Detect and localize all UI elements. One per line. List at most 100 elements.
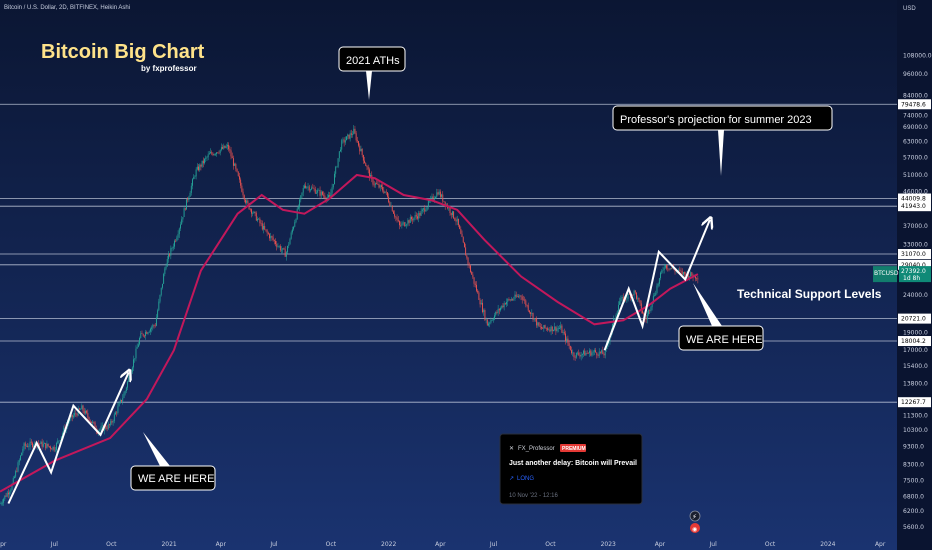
candle-body (516, 296, 518, 297)
candle-body (86, 410, 88, 413)
candle-body (476, 284, 477, 291)
candle-body (684, 272, 686, 274)
candle-body (597, 355, 599, 356)
candle-body (408, 220, 410, 223)
candle-body (512, 299, 514, 300)
candle-body (556, 328, 558, 332)
candle-body (662, 269, 664, 271)
candle-body (413, 217, 415, 221)
we-are-here-right-label: WE ARE HERE (686, 334, 762, 346)
candle-body (502, 305, 504, 308)
x-tick-label: 2023 (601, 541, 616, 548)
idea-post-card[interactable]: ✕ FX_Professor PREMIUM Just another dela… (499, 433, 643, 505)
candle-body (71, 414, 73, 418)
candle-body (472, 274, 474, 278)
post-author[interactable]: FX_Professor (518, 446, 555, 452)
candle-body (593, 350, 595, 352)
projection-arrows (7, 220, 710, 504)
we-are-here-left-callout: WE ARE HERE (130, 465, 216, 491)
candle-body (528, 310, 530, 313)
candle-body (578, 352, 580, 355)
candle-body (461, 233, 463, 238)
earnings-event-icon[interactable]: ◉ (690, 523, 700, 533)
candle-body (663, 267, 665, 270)
flash-event-icon[interactable]: ⚡ (689, 510, 701, 522)
candle-body (336, 166, 338, 168)
candle-body (222, 147, 224, 149)
candle-body (123, 393, 125, 398)
candle-body (441, 194, 443, 197)
level-tag-label: 31070.0 (901, 251, 926, 258)
candle-body (503, 303, 505, 308)
candle-body (264, 225, 266, 230)
candle-body (648, 310, 649, 315)
candle-body (261, 223, 263, 230)
y-tick-label: 13800.0 (903, 380, 928, 387)
candle-body (342, 139, 344, 141)
y-tick-label: 19000.0 (903, 329, 928, 336)
candle-body (74, 413, 76, 416)
candle-body (508, 299, 510, 300)
candle-body (485, 319, 487, 321)
premium-badge-text: PREMIUM (562, 446, 586, 452)
post-headline[interactable]: Just another delay: Bitcoin will Prevail (509, 460, 637, 467)
candle-body (389, 202, 391, 207)
candle-body (354, 128, 356, 134)
candle-body (394, 213, 396, 217)
candle-body (241, 185, 243, 192)
candle-body (300, 195, 302, 200)
candle-body (602, 350, 604, 355)
candle-body (359, 145, 361, 152)
candle-body (565, 333, 566, 341)
candle-body (423, 208, 424, 210)
candle-body (169, 254, 171, 256)
x-tick-label: Apr (875, 541, 886, 548)
candle-body (195, 169, 197, 177)
candle-body (361, 148, 363, 156)
candle-body (350, 133, 352, 135)
candle-body (231, 156, 233, 159)
candle-body (349, 133, 351, 139)
candle-body (526, 305, 528, 306)
candle-body (229, 149, 231, 151)
candle-body (419, 212, 421, 216)
candle-body (460, 228, 462, 234)
candle-body (507, 299, 509, 302)
candle-body (518, 296, 520, 297)
candle-body (632, 294, 634, 296)
candle-body (290, 232, 292, 239)
candle-body (136, 347, 138, 349)
candle-body (219, 149, 221, 153)
candle-body (295, 219, 297, 223)
candle-body (171, 248, 173, 249)
candle-body (604, 348, 606, 356)
candle-body (317, 190, 319, 193)
candle-body (255, 212, 257, 221)
candle-body (621, 296, 623, 299)
candle-body (538, 322, 540, 327)
candle-body (113, 414, 115, 422)
level-tag-bg (898, 193, 931, 204)
candle-body (82, 405, 84, 411)
candle-body (76, 414, 78, 416)
currency-label: USD (903, 6, 916, 12)
candle-body (238, 176, 240, 180)
candle-body (1, 502, 3, 504)
projection-label: Professor's projection for summer 2023 (620, 114, 812, 126)
candle-body (341, 140, 343, 150)
level-tag-bg (898, 249, 931, 260)
candle-body (492, 319, 494, 321)
candle-body (406, 224, 408, 226)
candle-body (30, 441, 32, 443)
candle-body (247, 200, 249, 204)
candle-body (407, 220, 409, 225)
candle-body (194, 176, 196, 177)
candle-body (118, 402, 120, 407)
candle-body (520, 295, 522, 297)
candle-body (320, 191, 322, 196)
candle-body (656, 285, 658, 293)
candle-body (495, 311, 497, 316)
candle-body (143, 335, 145, 337)
candle-body (453, 211, 455, 219)
